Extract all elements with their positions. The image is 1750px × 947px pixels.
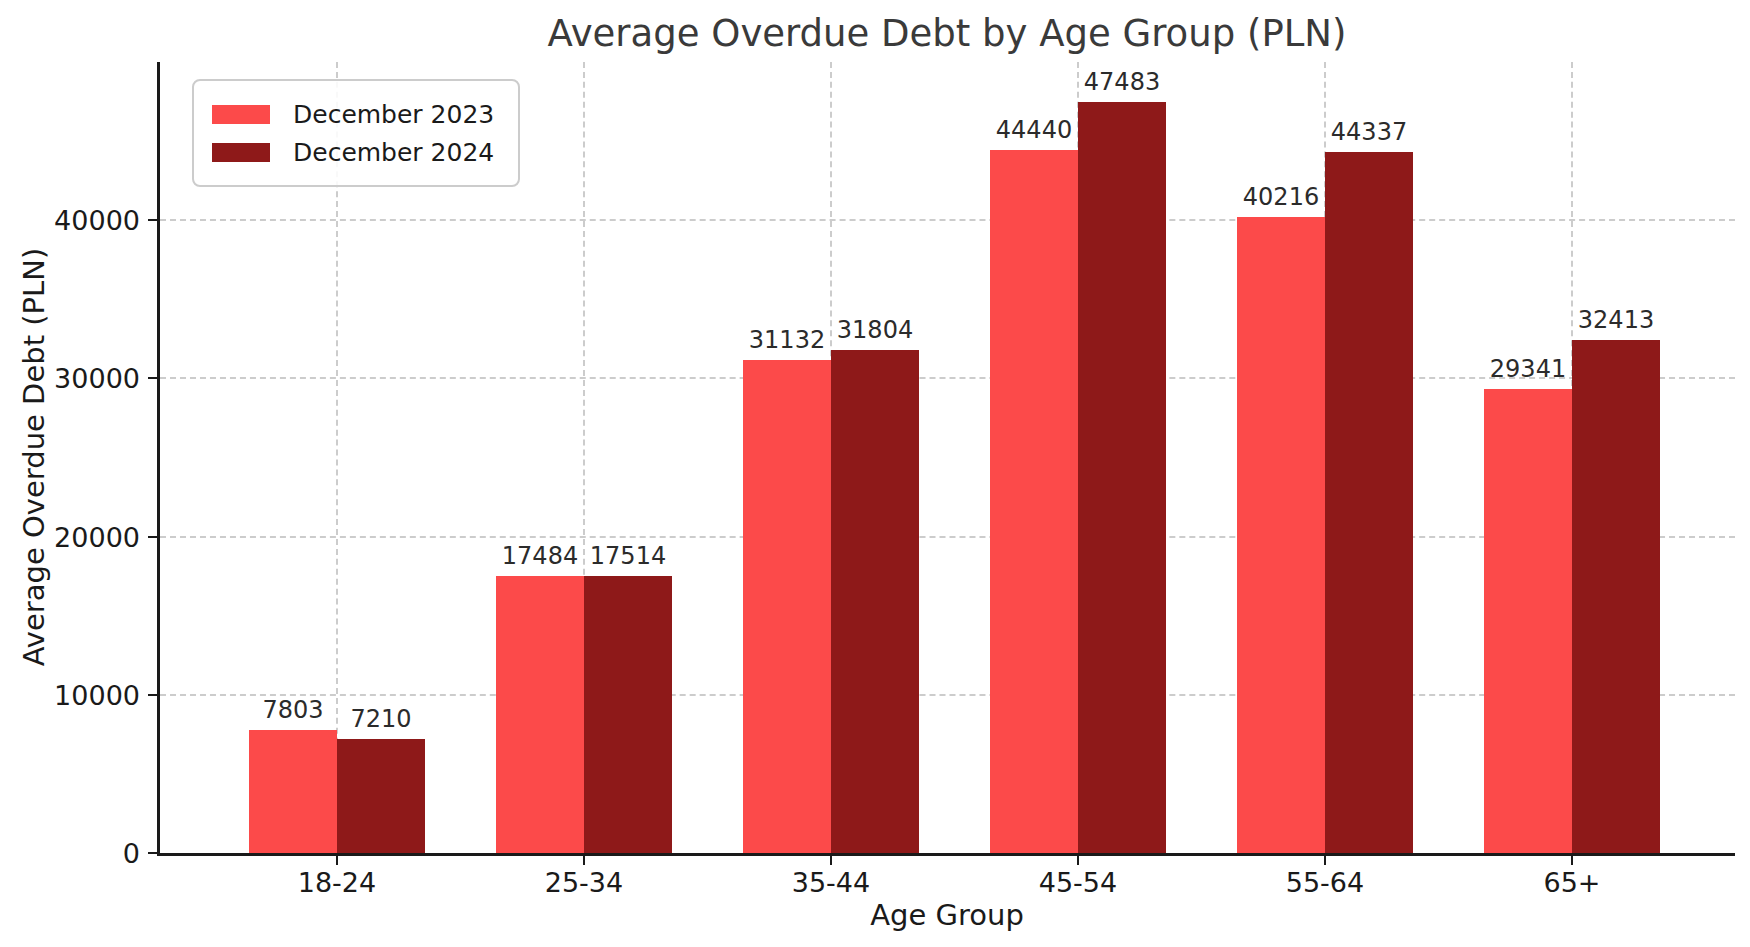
x-tick-label: 35-44 xyxy=(792,867,870,898)
bar-december-2024-18-24 xyxy=(337,739,425,853)
bar-value-label: 7210 xyxy=(350,705,411,733)
bar-december-2023-55-64 xyxy=(1237,217,1325,853)
x-axis-label: Age Group xyxy=(870,898,1024,932)
bar-value-label: 31132 xyxy=(749,326,825,354)
y-tick-mark xyxy=(148,694,157,696)
legend-swatch-icon xyxy=(212,105,270,124)
x-tick-label: 45-54 xyxy=(1039,867,1117,898)
bar-december-2024-45-54 xyxy=(1078,102,1166,853)
bar-value-label: 32413 xyxy=(1578,306,1654,334)
y-axis-line xyxy=(157,62,160,856)
chart-title: Average Overdue Debt by Age Group (PLN) xyxy=(548,12,1347,55)
y-tick-mark xyxy=(148,219,157,221)
y-tick-label: 0 xyxy=(10,838,140,869)
legend-item-december-2023: December 2023 xyxy=(212,95,494,133)
legend-swatch-icon xyxy=(212,143,270,162)
bar-december-2023-65+ xyxy=(1484,389,1572,853)
bar-value-label: 7803 xyxy=(262,696,323,724)
x-tick-label: 65+ xyxy=(1544,867,1601,898)
y-tick-mark xyxy=(148,377,157,379)
x-tick-mark xyxy=(1324,856,1326,865)
x-tick-label: 18-24 xyxy=(298,867,376,898)
x-tick-label: 25-34 xyxy=(545,867,623,898)
x-tick-mark xyxy=(830,856,832,865)
chart-figure: Average Overdue Debt by Age Group (PLN) … xyxy=(0,0,1750,947)
bar-december-2024-35-44 xyxy=(831,350,919,853)
bar-december-2024-65+ xyxy=(1572,340,1660,853)
bar-value-label: 17484 xyxy=(502,542,578,570)
x-tick-mark xyxy=(1571,856,1573,865)
bar-value-label: 44440 xyxy=(996,116,1072,144)
bar-value-label: 17514 xyxy=(590,542,666,570)
bar-value-label: 44337 xyxy=(1331,118,1407,146)
bar-december-2024-55-64 xyxy=(1325,152,1413,853)
legend: December 2023 December 2024 xyxy=(192,79,520,187)
bar-december-2023-25-34 xyxy=(496,576,584,853)
bar-december-2023-45-54 xyxy=(990,150,1078,853)
y-tick-label: 10000 xyxy=(10,679,140,710)
bar-value-label: 40216 xyxy=(1243,183,1319,211)
y-tick-label: 30000 xyxy=(10,363,140,394)
bar-december-2024-25-34 xyxy=(584,576,672,853)
y-tick-mark xyxy=(148,536,157,538)
y-tick-mark xyxy=(148,852,157,854)
y-tick-label: 20000 xyxy=(10,521,140,552)
bar-value-label: 31804 xyxy=(837,316,913,344)
bar-value-label: 47483 xyxy=(1084,68,1160,96)
bar-december-2023-18-24 xyxy=(249,730,337,853)
x-tick-mark xyxy=(336,856,338,865)
x-axis-line xyxy=(157,853,1735,856)
x-tick-mark xyxy=(1077,856,1079,865)
y-tick-label: 40000 xyxy=(10,205,140,236)
x-tick-label: 55-64 xyxy=(1286,867,1364,898)
x-tick-mark xyxy=(583,856,585,865)
legend-label: December 2023 xyxy=(293,100,494,129)
bar-december-2023-35-44 xyxy=(743,360,831,853)
y-axis-label: Average Overdue Debt (PLN) xyxy=(17,248,51,667)
bar-value-label: 29341 xyxy=(1490,355,1566,383)
legend-label: December 2024 xyxy=(293,138,494,167)
legend-item-december-2024: December 2024 xyxy=(212,133,494,171)
h-gridline xyxy=(160,219,1735,221)
